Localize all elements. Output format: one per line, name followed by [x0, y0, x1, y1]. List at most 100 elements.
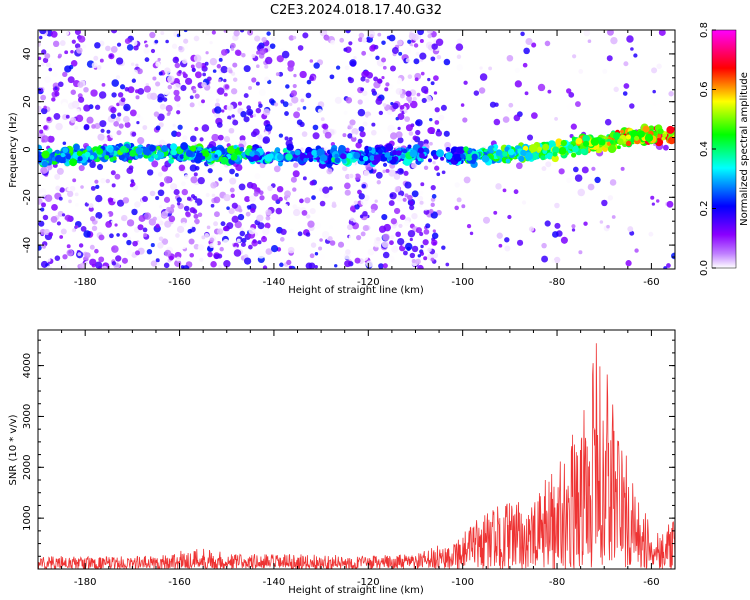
heatmap-cell: [44, 76, 51, 84]
heatmap-cell: [149, 144, 156, 152]
heatmap-cell: [264, 222, 271, 229]
heatmap-cell: [495, 149, 503, 157]
heatmap-cell: [434, 120, 440, 125]
snr-xtick-label: -160: [168, 577, 191, 588]
snr-xtick-label: -80: [549, 577, 565, 588]
heatmap-cell: [425, 95, 432, 102]
heatmap-cell: [132, 240, 138, 247]
heatmap-cell: [346, 152, 353, 159]
heatmap-cell: [83, 86, 89, 93]
heatmap-cell: [83, 124, 90, 131]
heatmap-cell: [240, 43, 244, 47]
heatmap-cell: [191, 67, 196, 72]
heatmap-cell: [354, 257, 361, 264]
heatmap-cell: [106, 129, 111, 134]
heatmap-cell: [406, 95, 413, 102]
heatmap-cell: [625, 115, 632, 121]
heatmap-cell: [267, 185, 273, 192]
heatmap-cell: [189, 207, 196, 213]
heatmap-cell: [209, 237, 215, 243]
heatmap-cell: [193, 54, 202, 63]
heatmap-cell: [419, 152, 425, 159]
heatmap-cell: [64, 214, 72, 222]
heatmap-cell: [156, 216, 162, 222]
heatmap-cell: [454, 182, 460, 188]
heatmap-cell: [397, 167, 404, 175]
heatmap-cell: [180, 217, 188, 225]
heatmap-cell: [581, 166, 589, 174]
heatmap-cell: [38, 35, 43, 40]
heatmap-cell: [182, 135, 188, 141]
heatmap-cell: [130, 181, 136, 187]
heatmap-cell: [319, 238, 323, 242]
heatmap-cell: [574, 101, 581, 108]
heatmap-cell: [521, 200, 527, 205]
heatmap-cell: [378, 263, 384, 269]
heatmap-cell: [358, 126, 365, 132]
heatmap-cell: [260, 236, 268, 243]
heatmap-cell: [305, 232, 311, 237]
heatmap-cell: [271, 36, 276, 41]
heatmap-cell: [415, 129, 421, 136]
heatmap-cell: [594, 176, 601, 184]
heatmap-cell: [429, 141, 433, 146]
heatmap-cell: [350, 95, 354, 99]
heatmap-cell: [135, 95, 140, 100]
heatmap-cell: [387, 124, 395, 133]
heatmap-cell: [431, 239, 438, 246]
heatmap-cell: [38, 144, 43, 152]
heatmap-cell: [65, 153, 71, 160]
heatmap-cell: [64, 65, 72, 73]
heatmap-cell: [377, 148, 383, 155]
heatmap-cell: [412, 96, 417, 101]
heatmap-cell: [428, 208, 434, 214]
heatmap-xtick-label: -80: [549, 277, 565, 288]
heatmap-cell: [230, 88, 238, 95]
heatmap-cell: [403, 170, 409, 176]
heatmap-cell: [404, 242, 413, 251]
heatmap-cell: [578, 68, 584, 74]
heatmap-cell: [433, 75, 439, 81]
heatmap-cell: [666, 200, 674, 208]
heatmap-cell: [417, 30, 424, 36]
heatmap-cell: [528, 226, 535, 232]
heatmap-cell: [178, 45, 185, 53]
heatmap-cell: [376, 122, 381, 126]
heatmap-cell: [395, 131, 403, 139]
heatmap-cell: [223, 30, 227, 33]
heatmap-cell: [157, 189, 165, 197]
heatmap-cell: [348, 77, 354, 84]
heatmap-cell: [119, 84, 126, 90]
heatmap-cell: [502, 188, 507, 193]
heatmap-cell: [279, 262, 284, 268]
heatmap-cell: [142, 147, 152, 156]
heatmap-cell: [204, 61, 209, 66]
heatmap-cell: [136, 68, 143, 75]
heatmap-cell: [460, 153, 466, 159]
heatmap-cell: [278, 133, 284, 138]
heatmap-cell: [126, 219, 135, 227]
heatmap-cell: [389, 65, 396, 72]
heatmap-ytick-label: -40: [22, 237, 33, 253]
heatmap-cell: [312, 132, 320, 140]
heatmap-cell: [116, 199, 125, 207]
heatmap-cell: [126, 249, 133, 256]
heatmap-cell: [197, 147, 202, 151]
heatmap-cell: [83, 230, 91, 238]
heatmap-cell: [357, 138, 363, 144]
heatmap-cell: [347, 133, 353, 139]
heatmap-cell: [302, 176, 307, 181]
heatmap-cell: [238, 193, 243, 198]
heatmap-cell: [47, 135, 55, 143]
snr-frame: [37, 329, 676, 570]
heatmap-cell: [157, 57, 161, 62]
heatmap-cell: [436, 54, 442, 60]
heatmap-cell: [180, 243, 187, 250]
heatmap-cell: [228, 69, 233, 74]
heatmap-cell: [173, 83, 181, 91]
heatmap-cell: [288, 265, 293, 269]
heatmap-cell: [131, 39, 138, 47]
heatmap-cell: [88, 203, 94, 209]
heatmap-cell: [94, 122, 101, 130]
heatmap-cell: [58, 81, 64, 88]
